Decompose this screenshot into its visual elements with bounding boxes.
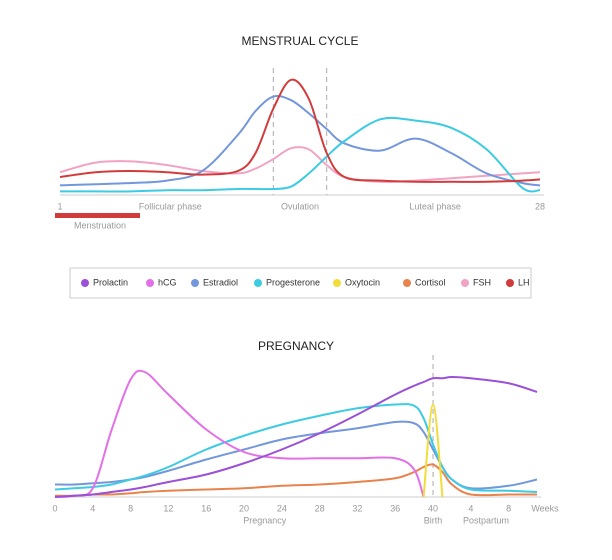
hormone-line — [59, 95, 541, 187]
phase-label: Birth — [424, 515, 443, 525]
legend-label: Progesterone — [266, 277, 320, 287]
x-tick-label: 0 — [52, 503, 57, 513]
x-tick-label: 24 — [277, 503, 287, 513]
phase-label: Postpartum — [463, 515, 509, 525]
hormone-line — [54, 463, 537, 497]
chart-title: PREGNANCY — [258, 339, 334, 353]
x-tick-label: 28 — [535, 201, 545, 211]
x-tick-label: 28 — [315, 503, 325, 513]
hormone-line — [59, 78, 541, 183]
phase-label: Ovulation — [281, 201, 319, 211]
x-tick-label: 40 — [428, 503, 438, 513]
hormone-line — [60, 116, 541, 193]
hormone-line — [54, 420, 538, 490]
legend-dot — [506, 279, 514, 287]
menstruation-bar — [55, 213, 140, 218]
x-axis-label: Weeks — [531, 503, 559, 513]
x-tick-label: 36 — [390, 503, 400, 513]
legend-label: Oxytocin — [345, 277, 380, 287]
x-tick-label: 4 — [468, 503, 473, 513]
hormone-line — [54, 369, 425, 498]
legend-label: LH — [518, 277, 530, 287]
legend-dot — [191, 279, 199, 287]
hormone-line — [54, 375, 538, 498]
legend-label: hCG — [158, 277, 177, 287]
hormone-line — [59, 146, 541, 183]
x-tick-label: 8 — [506, 503, 511, 513]
x-tick-label: 12 — [163, 503, 173, 513]
phase-label: Luteal phase — [409, 201, 461, 211]
x-tick-label: 20 — [239, 503, 249, 513]
x-tick-label: 1 — [57, 201, 62, 211]
legend-dot — [81, 279, 89, 287]
menstruation-label: Menstruation — [74, 220, 126, 230]
legend-dot — [461, 279, 469, 287]
legend-dot — [333, 279, 341, 287]
legend-label: Estradiol — [203, 277, 238, 287]
legend-label: FSH — [473, 277, 491, 287]
hormone-line — [422, 403, 444, 498]
chart-title: MENSTRUAL CYCLE — [242, 34, 359, 48]
legend-dot — [254, 279, 262, 287]
phase-label: Follicular phase — [139, 201, 202, 211]
x-tick-label: 32 — [352, 503, 362, 513]
legend-dot — [146, 279, 154, 287]
legend-dot — [403, 279, 411, 287]
legend-label: Prolactin — [93, 277, 128, 287]
phase-label: Pregnancy — [243, 515, 287, 525]
legend-label: Cortisol — [415, 277, 446, 287]
hormone-line — [54, 403, 538, 493]
x-tick-label: 4 — [90, 503, 95, 513]
x-tick-label: 16 — [201, 503, 211, 513]
x-tick-label: 8 — [128, 503, 133, 513]
